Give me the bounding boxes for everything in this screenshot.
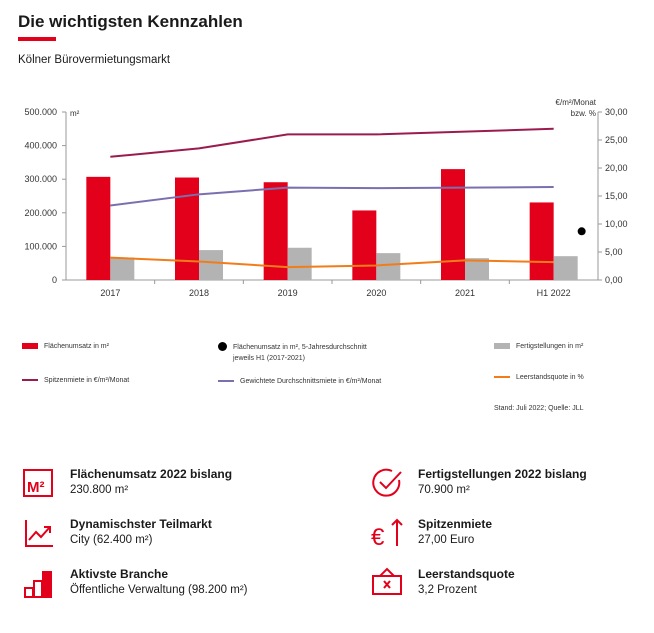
y-left-unit-label: m²	[70, 109, 80, 118]
legend-label-5-year-average: Flächenumsatz in m², 5-Jahresdurchschnit…	[233, 344, 367, 351]
legend-swatch-leerstandsquote	[494, 376, 510, 378]
bar-flaechenumsatz	[529, 202, 554, 280]
kpi-label: Leerstandsquote	[418, 567, 515, 581]
y-right-tick-label: 10,00	[605, 219, 628, 229]
point-5-year-average	[577, 227, 586, 236]
kpi-value: Öffentliche Verwaltung (98.200 m²)	[70, 584, 248, 596]
kpi-value: 3,2 Prozent	[418, 584, 477, 596]
kpi-value: 27,00 Euro	[418, 534, 475, 546]
page-subtitle: Kölner Bürovermietungsmarkt	[18, 54, 171, 66]
y-right-tick-label: 20,00	[605, 163, 628, 173]
y-left-tick-label: 0	[52, 275, 57, 285]
legend-swatch-5-year-average	[218, 342, 227, 351]
legend-label-fertigstellungen: Fertigstellungen in m²	[516, 343, 584, 350]
kpi-teilmarkt: Dynamischster Teilmarkt City (62.400 m²)	[22, 516, 212, 550]
line-leerstandsquote	[110, 256, 554, 269]
m2-icon: M²	[23, 469, 53, 497]
legend-label-5-year-average-line2: jeweils H1 (2017-2021)	[233, 355, 305, 362]
x-tick-label: 2021	[455, 288, 475, 298]
check-circle-icon	[372, 468, 402, 497]
kpi-leerstandsquote: Leerstandsquote 3,2 Prozent	[370, 566, 515, 600]
y-right-tick-label: 5,00	[605, 247, 623, 257]
bar-fertigstellungen	[287, 247, 312, 280]
y-left-tick-label: 300.000	[24, 174, 57, 184]
bar-flaechenumsatz	[86, 176, 111, 280]
title-accent-bar	[18, 37, 56, 41]
kpi-fertigstellungen: Fertigstellungen 2022 bislang 70.900 m²	[370, 466, 587, 500]
legend-label-durchschnittsmiete: Gewichtete Durchschnittsmiete in €/m²/Mo…	[240, 378, 382, 385]
line-spitzenmiete	[110, 127, 554, 158]
y-left-tick-label: 100.000	[24, 241, 57, 251]
page-title: Die wichtigsten Kennzahlen	[18, 12, 243, 31]
combo-chart: 0 100.000 200.000 300.000 400.000 500.000 0,00…	[24, 98, 628, 298]
euro-arrow-up-icon: €	[371, 518, 403, 550]
x-tick-label: 2019	[278, 288, 298, 298]
legend-fertigstellungen: Fertigstellungen in m²	[494, 341, 583, 352]
legend-swatch-durchschnittsmiete	[218, 380, 234, 382]
kpi-branche: Aktivste Branche Öffentliche Verwaltung …	[22, 566, 248, 600]
kpi-spitzenmiete: € Spitzenmiete 27,00 Euro	[370, 516, 492, 550]
bar-flaechenumsatz	[441, 169, 465, 280]
bar-fertigstellungen	[110, 257, 135, 280]
y-right-unit-label-line2: bzw. %	[571, 109, 596, 118]
kpi-label: Dynamischster Teilmarkt	[70, 517, 212, 531]
y-right-unit-label: €/m²/Monat	[556, 98, 597, 107]
legend-leerstandsquote: Leerstandsquote in %	[494, 372, 584, 383]
x-tick-label: H1 2022	[537, 288, 571, 298]
legend-swatch-flaechenumsatz	[22, 343, 38, 349]
legend-label-flaechenumsatz: Flächenumsatz in m²	[44, 343, 109, 350]
line-durchschnittsmiete	[110, 186, 554, 207]
svg-text:€: €	[371, 524, 385, 550]
bar-fertigstellungen	[199, 250, 223, 280]
bar-fertigstellungen	[553, 256, 578, 280]
y-left-tick-label: 200.000	[24, 208, 57, 218]
x-tick-label: 2018	[189, 288, 209, 298]
kpi-label: Spitzenmiete	[418, 517, 493, 531]
y-right-tick-label: 30,00	[605, 107, 628, 117]
bar-steps-icon	[24, 571, 52, 598]
kpi-value: 230.800 m²	[70, 484, 129, 496]
bar-flaechenumsatz	[352, 210, 377, 280]
y-right-tick-label: 25,00	[605, 135, 628, 145]
x-tick-label: 2020	[366, 288, 386, 298]
kpi-label: Fertigstellungen 2022 bislang	[418, 467, 587, 481]
vacancy-sign-icon	[372, 567, 402, 595]
trend-up-icon	[25, 520, 53, 547]
x-tick-label: 2017	[100, 288, 120, 298]
legend-flaechenumsatz: Flächenumsatz in m²	[22, 341, 109, 352]
kpi-label: Aktivste Branche	[70, 567, 169, 581]
legend-5-year-average: Flächenumsatz in m², 5-Jahresdurchschnit…	[218, 342, 367, 364]
source-note: Stand: Juli 2022; Quelle: JLL	[494, 405, 584, 412]
y-right-tick-label: 0,00	[605, 275, 623, 285]
bar-flaechenumsatz	[175, 177, 199, 280]
legend-swatch-spitzenmiete	[22, 379, 38, 381]
bar-flaechenumsatz	[263, 182, 288, 280]
legend-label-spitzenmiete: Spitzenmiete in €/m²/Monat	[44, 377, 130, 384]
bar-fertigstellungen	[376, 253, 401, 280]
bar-fertigstellungen	[465, 258, 489, 280]
legend-label-leerstandsquote: Leerstandsquote in %	[516, 374, 584, 381]
kpi-flaechenumsatz: M² Flächenumsatz 2022 bislang 230.800 m²	[22, 466, 232, 500]
kpi-value: 70.900 m²	[418, 484, 470, 496]
svg-text:M²: M²	[27, 479, 45, 496]
kpi-label: Flächenumsatz 2022 bislang	[70, 467, 233, 481]
legend-spitzenmiete: Spitzenmiete in €/m²/Monat	[22, 375, 129, 386]
kpi-value: City (62.400 m²)	[70, 534, 153, 546]
legend-swatch-fertigstellungen	[494, 343, 510, 349]
y-left-tick-label: 500.000	[24, 107, 57, 117]
legend-durchschnittsmiete: Gewichtete Durchschnittsmiete in €/m²/Mo…	[218, 376, 381, 387]
y-right-tick-label: 15,00	[605, 191, 628, 201]
y-left-tick-label: 400.000	[24, 141, 57, 151]
